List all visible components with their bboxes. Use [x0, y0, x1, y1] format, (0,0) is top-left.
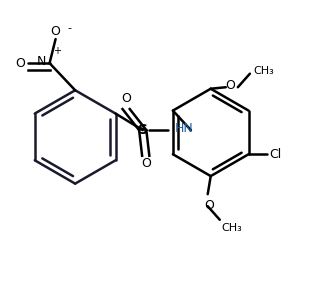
Text: O: O [51, 25, 60, 37]
Text: CH₃: CH₃ [253, 66, 274, 76]
Text: Cl: Cl [270, 148, 282, 161]
Text: HN: HN [174, 122, 193, 135]
Text: +: + [53, 46, 61, 56]
Text: O: O [121, 92, 131, 105]
Text: N: N [37, 55, 46, 68]
Text: CH₃: CH₃ [221, 223, 242, 233]
Text: O: O [225, 79, 235, 92]
Text: S: S [138, 123, 148, 137]
Text: O: O [141, 157, 151, 170]
Text: O: O [16, 57, 25, 70]
Text: -: - [67, 23, 71, 33]
Text: O: O [204, 199, 214, 212]
